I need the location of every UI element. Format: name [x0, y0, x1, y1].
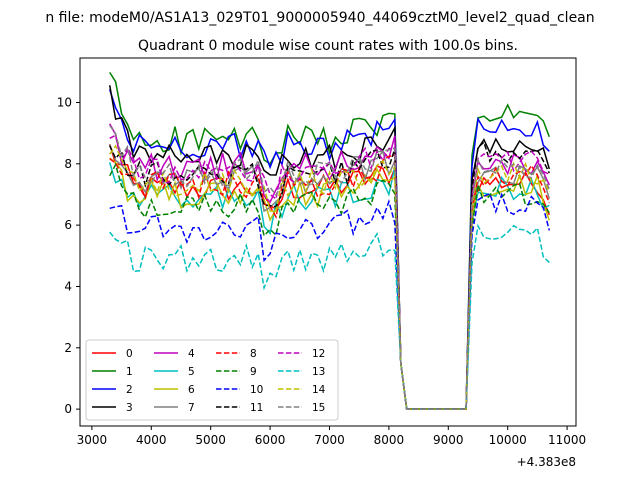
legend-label-3: 3	[126, 402, 133, 414]
x-axis: 3000 4000 5000 6000 7000 8000 9000 10000 11000	[77, 426, 586, 447]
y-tick-label: 4	[64, 279, 72, 293]
legend-label-5: 5	[188, 366, 195, 378]
legend-label-2: 2	[126, 384, 133, 396]
y-tick-label: 10	[57, 95, 72, 109]
chart-title: Quadrant 0 module wise count rates with …	[138, 38, 518, 54]
legend-box	[85, 339, 339, 421]
x-tick-label: 5000	[195, 433, 226, 447]
y-tick-label: 2	[64, 341, 72, 355]
legend-label-0: 0	[126, 348, 133, 360]
legend-label-11: 11	[250, 402, 263, 414]
legend-label-1: 1	[126, 366, 133, 378]
series-line-9	[109, 162, 550, 410]
x-tick-label: 6000	[255, 433, 286, 447]
y-tick-label: 6	[64, 218, 72, 232]
y-tick-label: 8	[64, 157, 72, 171]
series-line-2	[108, 89, 550, 410]
y-tick-label: 0	[64, 402, 72, 416]
series-line-12	[109, 134, 550, 410]
y-axis: 0 2 4 6 8 10	[57, 95, 80, 416]
series-layer	[108, 71, 551, 410]
legend-label-14: 14	[312, 384, 326, 396]
series-line-14	[109, 144, 550, 410]
series-line-15	[109, 124, 550, 410]
series-line-8	[109, 154, 550, 410]
plot-frame	[79, 57, 577, 427]
x-tick-label: 7000	[314, 433, 345, 447]
figure-title: n file: modeM0/AS1A13_029T01_9000005940_…	[45, 10, 594, 26]
x-tick-label: 10000	[489, 433, 527, 447]
legend-label-9: 9	[250, 366, 257, 378]
legend-label-8: 8	[250, 348, 257, 360]
x-tick-label: 11000	[548, 433, 586, 447]
legend-label-6: 6	[188, 384, 195, 396]
x-tick-label: 8000	[374, 433, 405, 447]
legend-label-13: 13	[312, 366, 325, 378]
legend-label-12: 12	[312, 348, 325, 360]
x-tick-label: 4000	[136, 433, 167, 447]
legend-label-15: 15	[312, 402, 325, 414]
legend-label-10: 10	[250, 384, 263, 396]
series-line-13	[109, 223, 550, 410]
legend-label-4: 4	[188, 348, 195, 360]
x-tick-label: 9000	[433, 433, 464, 447]
x-tick-label: 3000	[77, 433, 108, 447]
series-line-5	[108, 162, 550, 410]
legend-label-7: 7	[188, 402, 195, 414]
series-line-10	[109, 192, 551, 410]
x-offset-label: +4.383e8	[517, 455, 576, 469]
